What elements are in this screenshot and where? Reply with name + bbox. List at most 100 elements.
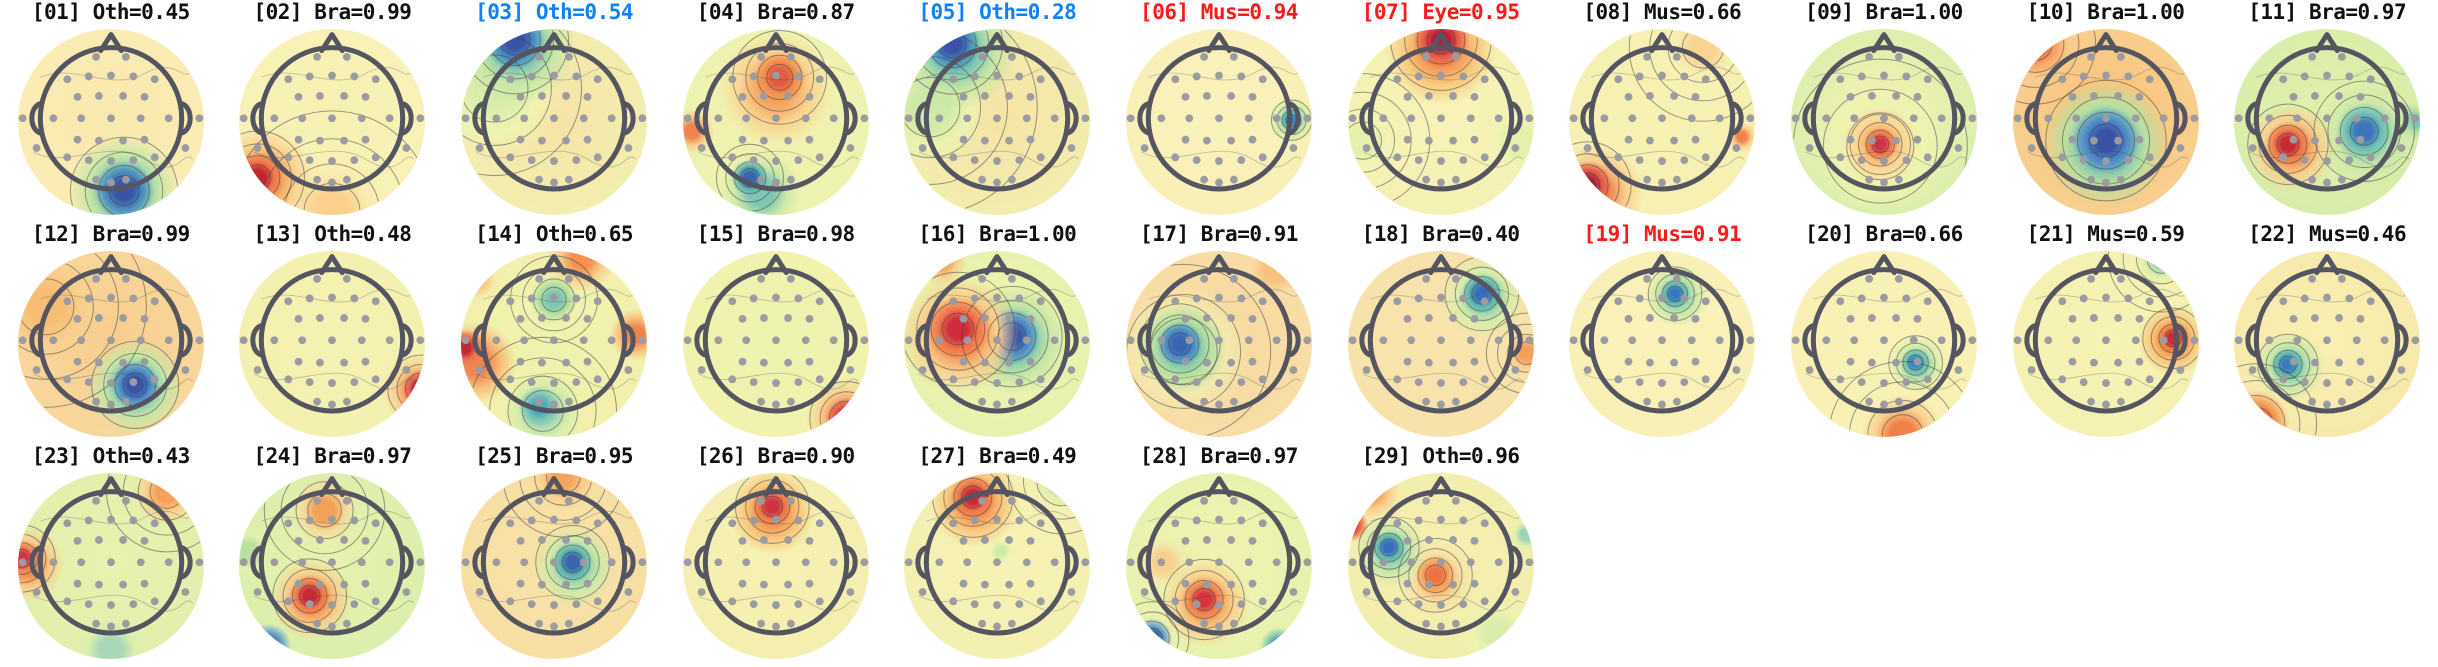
component-title: [24] Bra=0.97 <box>253 444 412 468</box>
electrode-dots <box>905 52 1090 187</box>
topomap <box>903 250 1091 438</box>
component-title: [08] Mus=0.66 <box>1583 0 1742 24</box>
nose-icon <box>319 254 346 276</box>
right-ear-icon <box>178 544 193 580</box>
nose-icon <box>762 254 789 276</box>
component-title: [15] Bra=0.98 <box>696 222 855 246</box>
topomap <box>238 250 426 438</box>
topomap-overlay <box>1791 254 1977 437</box>
head-outline <box>915 32 1079 192</box>
right-ear-icon <box>1064 544 1079 580</box>
right-ear-icon <box>621 100 636 136</box>
right-ear-icon <box>399 322 415 358</box>
component-title: [02] Bra=0.99 <box>253 0 412 24</box>
topomap <box>2012 28 2200 216</box>
topomap-overlay <box>1348 29 1533 209</box>
component-cell: [28] Bra=0.97 <box>1108 444 1330 666</box>
nose-icon <box>98 254 124 276</box>
left-ear-icon <box>2245 322 2260 358</box>
topomap-overlay <box>1348 476 1533 636</box>
head-outline <box>1358 32 1523 192</box>
head-outline <box>2245 32 2409 192</box>
left-ear-icon <box>472 100 487 136</box>
component-title: [25] Bra=0.95 <box>475 444 634 468</box>
topomap-overlay <box>461 254 647 437</box>
nose-icon <box>1206 254 1232 276</box>
topomap <box>1568 28 1756 216</box>
nose-icon <box>984 254 1011 276</box>
head-outline <box>1580 254 1744 414</box>
topomap-overlay <box>1126 476 1312 659</box>
head-outline <box>915 476 1079 636</box>
left-ear-icon <box>694 322 709 358</box>
nose-icon <box>98 476 124 498</box>
contour-lines <box>1140 66 1312 168</box>
left-ear-icon <box>915 100 930 136</box>
topomap-overlay <box>240 254 425 423</box>
left-ear-icon <box>1358 544 1374 580</box>
component-cell: [04] Bra=0.87 <box>665 0 887 222</box>
topomap <box>1347 250 1535 438</box>
right-ear-icon <box>399 544 415 580</box>
electrode-dots <box>240 496 425 631</box>
right-ear-icon <box>399 100 415 136</box>
head-outline <box>472 476 636 636</box>
topomap-overlay <box>461 473 647 636</box>
electrode-dots <box>1126 496 1312 631</box>
electrode-dots <box>1348 496 1533 631</box>
electrode-dots <box>240 274 425 409</box>
left-ear-icon <box>915 544 930 580</box>
component-title: [10] Bra=1.00 <box>2026 0 2185 24</box>
left-ear-icon <box>915 322 930 358</box>
topomap-overlay <box>683 29 868 212</box>
nose-icon <box>1427 476 1454 498</box>
head-outline <box>1137 476 1301 636</box>
electrode-dots <box>18 52 204 187</box>
nose-icon <box>2314 254 2340 276</box>
component-cell: [15] Bra=0.98 <box>665 222 887 444</box>
topomap <box>238 28 426 216</box>
contour-lines <box>2013 29 2188 202</box>
component-cell: [09] Bra=1.00 <box>1773 0 1995 222</box>
right-ear-icon <box>1729 100 1744 136</box>
topomap <box>2233 250 2421 438</box>
electrode-dots <box>2234 52 2420 187</box>
head-outline <box>694 476 858 636</box>
right-ear-icon <box>1064 322 1079 358</box>
component-cell: [18] Bra=0.40 <box>1330 222 1552 444</box>
topomap-overlay <box>1126 254 1312 437</box>
head-outline <box>1137 254 1301 414</box>
electrode-dots <box>18 496 204 631</box>
left-ear-icon <box>1137 100 1152 136</box>
component-cell: [17] Bra=0.91 <box>1108 222 1330 444</box>
right-ear-icon <box>1951 322 1966 358</box>
topomap <box>1125 250 1313 438</box>
left-ear-icon <box>1358 322 1374 358</box>
right-ear-icon <box>843 100 858 136</box>
nose-icon <box>1871 32 1897 54</box>
right-ear-icon <box>2172 100 2188 136</box>
nose-icon <box>2092 254 2119 276</box>
nose-icon <box>984 476 1011 498</box>
head-outline <box>250 254 415 414</box>
component-title: [17] Bra=0.91 <box>1140 222 1298 246</box>
nose-icon <box>319 32 346 54</box>
component-cell: [03] Oth=0.54 <box>443 0 665 222</box>
left-ear-icon <box>250 322 266 358</box>
right-ear-icon <box>2172 322 2188 358</box>
contour-lines <box>18 251 194 429</box>
component-cell: [12] Bra=0.99 <box>0 222 222 444</box>
topomap <box>1125 472 1313 660</box>
component-cell: [19] Mus=0.91 <box>1551 222 1773 444</box>
head-outline <box>29 476 193 636</box>
component-cell: [23] Oth=0.43 <box>0 444 222 666</box>
electrode-dots <box>240 52 425 187</box>
electrode-dots <box>1570 52 1755 187</box>
electrode-dots <box>1348 52 1533 187</box>
nose-icon <box>762 476 789 498</box>
topomap-overlay <box>2013 251 2198 414</box>
topomap <box>1347 472 1535 660</box>
head-outline <box>915 254 1079 414</box>
topomap <box>460 28 648 216</box>
nose-icon <box>319 476 346 498</box>
